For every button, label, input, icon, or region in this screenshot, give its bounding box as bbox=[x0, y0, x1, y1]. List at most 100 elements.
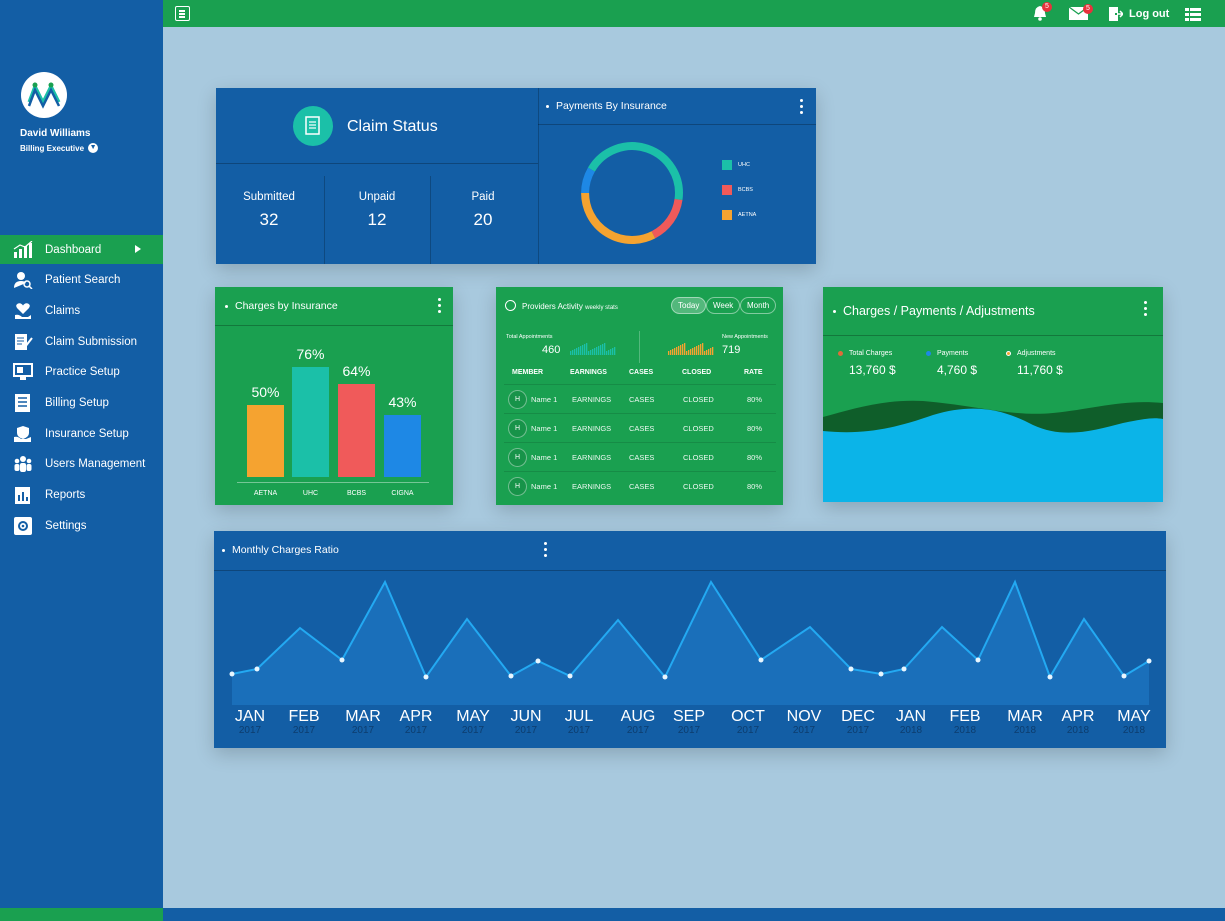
stat-submitted-value: 32 bbox=[259, 210, 279, 229]
month-year: 2017 bbox=[461, 725, 485, 736]
col-rate: RATE bbox=[744, 369, 763, 376]
divider bbox=[215, 325, 453, 326]
sparkline-bar bbox=[600, 345, 602, 355]
bar-aetna[interactable] bbox=[247, 404, 284, 477]
sidebar-item-billing-setup[interactable]: Billing Setup bbox=[0, 388, 163, 417]
filter-week[interactable]: Week bbox=[706, 297, 741, 314]
sparkline-bar bbox=[706, 350, 708, 355]
shield-hand-icon bbox=[13, 425, 33, 443]
sparkline-bar bbox=[572, 350, 574, 355]
month-label: AUG 2017 bbox=[613, 709, 663, 737]
sidebar-item-dashboard[interactable]: Dashboard bbox=[0, 235, 163, 264]
sparkline-bar bbox=[602, 344, 604, 355]
messages-button[interactable]: 5 bbox=[1068, 4, 1093, 25]
bar-value-label: 64% bbox=[342, 363, 371, 380]
bar-cigna[interactable] bbox=[384, 414, 421, 477]
sidebar-item-reports[interactable]: Reports bbox=[0, 481, 163, 510]
user-name: David Williams bbox=[20, 128, 91, 139]
sidebar-item-claim-submission[interactable]: Claim Submission bbox=[0, 327, 163, 356]
member-name: Name 1 bbox=[531, 482, 558, 491]
earnings-cell: EARNINGS bbox=[572, 395, 612, 404]
month-name: APR bbox=[399, 708, 433, 725]
heart-hand-icon bbox=[13, 302, 33, 320]
rate-cell: 80% bbox=[747, 395, 763, 404]
sidebar-item-claims[interactable]: Claims bbox=[0, 296, 163, 325]
chevron-down-icon[interactable]: ▼ bbox=[88, 143, 99, 153]
logout-button[interactable]: Log out bbox=[1109, 7, 1169, 21]
month-name: SEP bbox=[672, 708, 705, 725]
chevron-right-icon bbox=[135, 245, 141, 253]
member-avatar: H bbox=[508, 419, 527, 438]
line-point bbox=[662, 674, 668, 680]
divider bbox=[216, 163, 538, 164]
month-name: FEB bbox=[949, 708, 981, 725]
table-row[interactable]: H Name 1 EARNINGS CASES CLOSED 80% bbox=[504, 471, 776, 500]
table-row[interactable]: H Name 1 EARNINGS CASES CLOSED 80% bbox=[504, 413, 776, 442]
user-role-menu[interactable]: Billing Executive ▼ bbox=[20, 143, 99, 153]
member-avatar: H bbox=[508, 448, 527, 467]
earnings-cell: EARNINGS bbox=[572, 424, 612, 433]
sparkline-bar bbox=[588, 351, 590, 355]
sidebar: David Williams Billing Executive ▼ Dashb… bbox=[0, 0, 163, 921]
member-name: Name 1 bbox=[531, 424, 558, 433]
sparkline-bar bbox=[676, 347, 678, 355]
line-point bbox=[508, 673, 514, 679]
line-point bbox=[339, 657, 345, 663]
list-view-button[interactable] bbox=[1185, 8, 1201, 26]
bar-uhc[interactable] bbox=[292, 366, 329, 477]
divider bbox=[538, 88, 539, 264]
filter-today[interactable]: Today bbox=[671, 297, 707, 314]
total-charges-label: Total Charges bbox=[838, 350, 892, 357]
legend-bcbs: BCBS bbox=[722, 185, 753, 195]
donut-segment-other bbox=[581, 167, 595, 194]
sparkline-bar bbox=[604, 343, 606, 355]
charges-more-icon[interactable] bbox=[438, 298, 442, 316]
table-row[interactable]: H Name 1 EARNINGS CASES CLOSED 80% bbox=[504, 384, 776, 413]
month-label: MAR 2018 bbox=[1000, 709, 1050, 737]
month-label: NOV 2017 bbox=[779, 709, 829, 737]
cpa-more-icon[interactable] bbox=[1144, 301, 1148, 319]
filter-month[interactable]: Month bbox=[740, 297, 777, 314]
bar-category-label: BCBS bbox=[346, 490, 367, 497]
sparkline-bar bbox=[672, 349, 674, 355]
line-point bbox=[535, 658, 541, 664]
sidebar-item-label: Claim Submission bbox=[45, 335, 138, 348]
month-year: 2017 bbox=[846, 725, 870, 736]
donut-segment-uhc bbox=[587, 142, 683, 201]
monthly-more-icon[interactable] bbox=[544, 542, 548, 560]
sparkline-bar bbox=[592, 349, 594, 355]
month-year: 2018 bbox=[1013, 725, 1037, 736]
sparkline-bar bbox=[698, 345, 700, 355]
sidebar-item-settings[interactable]: Settings bbox=[0, 511, 163, 540]
sparkline-bar bbox=[606, 351, 608, 355]
sparkline-bar bbox=[580, 346, 582, 355]
month-year: 2017 bbox=[677, 725, 701, 736]
sparkline-bar bbox=[586, 343, 588, 355]
legend-uhc: UHC bbox=[722, 160, 750, 170]
month-name: AUG bbox=[620, 708, 656, 725]
sparkline-bar bbox=[582, 345, 584, 355]
month-label: FEB 2018 bbox=[940, 709, 990, 737]
sidebar-item-practice-setup[interactable]: Practice Setup bbox=[0, 358, 163, 387]
table-row[interactable]: H Name 1 EARNINGS CASES CLOSED 80% bbox=[504, 442, 776, 471]
sidebar-item-patient-search[interactable]: Patient Search bbox=[0, 266, 163, 295]
month-year: 2018 bbox=[1066, 725, 1090, 736]
notifications-button[interactable]: 5 bbox=[1033, 2, 1052, 26]
avatar[interactable] bbox=[21, 72, 67, 118]
sidebar-item-users-management[interactable]: Users Management bbox=[0, 450, 163, 479]
month-year: 2017 bbox=[351, 725, 375, 736]
sparkline-bar bbox=[612, 348, 614, 355]
monitor-icon bbox=[13, 363, 33, 381]
sparkline-bar bbox=[574, 349, 576, 355]
month-year: 2018 bbox=[1122, 725, 1146, 736]
bar-bcbs[interactable] bbox=[338, 384, 375, 477]
rate-cell: 80% bbox=[747, 482, 763, 491]
donut-segment-aetna bbox=[581, 192, 656, 244]
month-year: 2018 bbox=[953, 725, 977, 736]
cpa-card: Charges / Payments / Adjustments Total C… bbox=[823, 287, 1163, 502]
user-role: Billing Executive bbox=[20, 143, 85, 153]
menu-toggle-icon[interactable] bbox=[175, 6, 190, 21]
rate-cell: 80% bbox=[747, 453, 763, 462]
payments-more-icon[interactable] bbox=[800, 99, 804, 117]
sidebar-item-insurance-setup[interactable]: Insurance Setup bbox=[0, 419, 163, 448]
